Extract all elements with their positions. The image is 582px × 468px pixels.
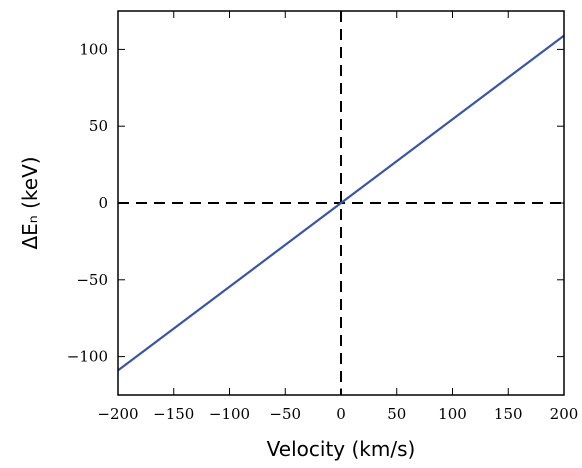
series-line-0 xyxy=(117,34,565,372)
y-tick-label: 100 xyxy=(79,40,108,58)
x-tick-label: 200 xyxy=(550,405,579,423)
x-tick-label: −150 xyxy=(153,405,194,423)
y-tick-label: 0 xyxy=(98,194,108,212)
x-tick-label: 0 xyxy=(336,405,346,423)
x-tick-label: 50 xyxy=(387,405,406,423)
x-tick-label: 150 xyxy=(494,405,523,423)
y-tick-label: −50 xyxy=(76,271,108,289)
x-tick-label: −100 xyxy=(209,405,250,423)
x-tick-label: −50 xyxy=(269,405,301,423)
y-axis-title: ΔEₙ (keV) xyxy=(18,156,42,249)
x-axis-title: Velocity (km/s) xyxy=(267,437,416,461)
x-tick-label: 100 xyxy=(438,405,467,423)
y-tick-label: 50 xyxy=(89,117,108,135)
tick-labels: −200 −150 −100 −50 0 50 100 150 200 −100 −50 0 50 100 xyxy=(67,40,579,423)
y-tick-label: −100 xyxy=(67,348,108,366)
x-tick-label: −200 xyxy=(97,405,138,423)
ticks xyxy=(117,11,565,395)
series-group xyxy=(117,34,565,372)
